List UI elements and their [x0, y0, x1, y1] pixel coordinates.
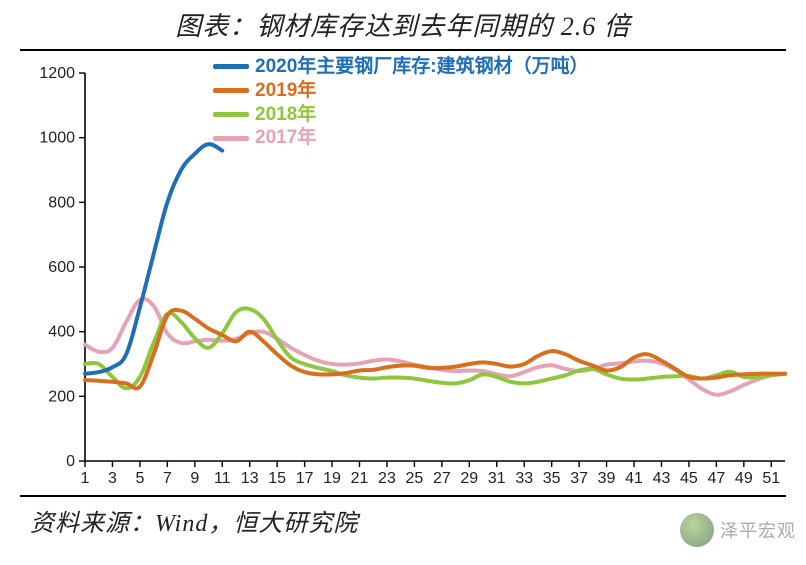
svg-text:31: 31 — [488, 470, 506, 487]
chart-area: 0200400600800100012001357911131517192123… — [13, 53, 793, 493]
svg-text:800: 800 — [48, 194, 75, 211]
svg-text:49: 49 — [735, 470, 753, 487]
svg-text:17: 17 — [296, 470, 314, 487]
svg-text:15: 15 — [268, 470, 286, 487]
watermark: 泽平宏观 — [680, 513, 796, 547]
svg-text:35: 35 — [543, 470, 561, 487]
divider-bottom — [20, 495, 786, 497]
svg-text:37: 37 — [570, 470, 588, 487]
svg-text:39: 39 — [598, 470, 616, 487]
svg-text:33: 33 — [515, 470, 533, 487]
source-text: 资料来源：Wind，恒大研究院 — [30, 511, 358, 537]
svg-text:43: 43 — [653, 470, 671, 487]
divider-top — [20, 49, 786, 51]
svg-text:19: 19 — [323, 470, 341, 487]
svg-text:5: 5 — [135, 470, 144, 487]
svg-text:47: 47 — [707, 470, 725, 487]
svg-text:23: 23 — [378, 470, 396, 487]
chart-title: 图表：钢材库存达到去年同期的 2.6 倍 — [0, 0, 806, 47]
svg-text:21: 21 — [351, 470, 369, 487]
svg-text:200: 200 — [48, 388, 75, 405]
watermark-icon — [680, 513, 714, 547]
svg-text:7: 7 — [163, 470, 172, 487]
svg-text:27: 27 — [433, 470, 451, 487]
svg-text:600: 600 — [48, 259, 75, 276]
svg-text:3: 3 — [108, 470, 117, 487]
svg-text:1: 1 — [81, 470, 90, 487]
svg-text:1200: 1200 — [39, 65, 75, 82]
svg-text:25: 25 — [406, 470, 424, 487]
svg-text:13: 13 — [241, 470, 259, 487]
svg-text:45: 45 — [680, 470, 698, 487]
svg-text:1000: 1000 — [39, 130, 75, 147]
line-chart: 0200400600800100012001357911131517192123… — [13, 53, 793, 493]
svg-text:29: 29 — [460, 470, 478, 487]
svg-text:400: 400 — [48, 324, 75, 341]
svg-text:41: 41 — [625, 470, 643, 487]
svg-text:11: 11 — [214, 470, 231, 487]
svg-text:0: 0 — [66, 453, 75, 470]
svg-text:9: 9 — [190, 470, 199, 487]
svg-text:51: 51 — [762, 470, 780, 487]
watermark-text: 泽平宏观 — [720, 517, 796, 543]
